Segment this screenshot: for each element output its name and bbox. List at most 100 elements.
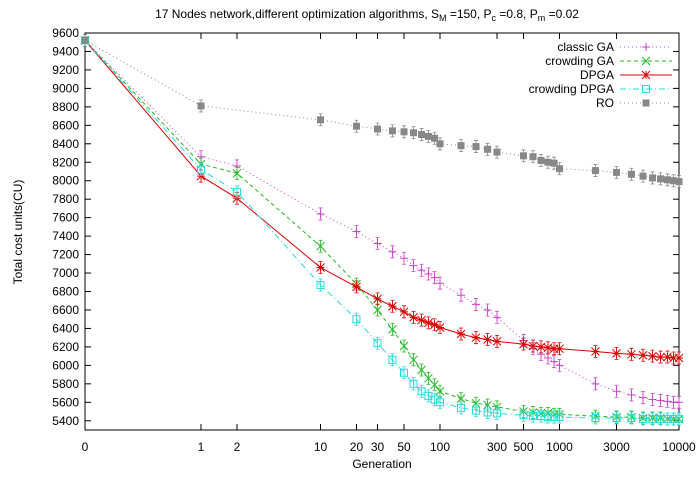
data-point	[612, 349, 621, 358]
y-tick-label: 8200	[52, 155, 79, 169]
data-point	[352, 282, 361, 292]
data-point	[456, 394, 466, 403]
data-point	[484, 145, 492, 153]
data-point	[612, 413, 621, 422]
data-point	[675, 398, 683, 407]
y-tick-label: 5600	[52, 395, 79, 409]
data-point	[675, 178, 683, 186]
y-tick-label: 6200	[52, 340, 79, 354]
y-tick-label: 6600	[52, 303, 79, 317]
x-tick-label: 1000	[546, 440, 573, 454]
data-point	[409, 261, 418, 270]
data-point	[670, 177, 678, 185]
legend-label-crowding-ga: crowding GA	[545, 54, 614, 68]
data-point	[232, 193, 242, 203]
data-point	[638, 350, 648, 360]
legend-label-dpga: DPGA	[580, 68, 614, 82]
plot-frame	[84, 32, 680, 431]
x-tick-label: 10	[314, 440, 328, 454]
data-point	[663, 176, 671, 184]
series-crowding-dpga	[81, 33, 683, 426]
data-point	[417, 131, 425, 139]
data-point	[316, 263, 325, 272]
data-point	[492, 337, 502, 346]
data-point	[520, 152, 528, 160]
data-point	[656, 352, 665, 362]
data-point	[528, 341, 538, 351]
legend-label-ro: RO	[596, 96, 614, 110]
data-point	[316, 241, 325, 251]
data-point	[471, 398, 481, 408]
data-point	[435, 323, 445, 332]
data-point	[591, 167, 599, 175]
data-point	[197, 102, 205, 110]
error-bar	[432, 393, 437, 406]
data-point	[373, 305, 382, 315]
data-point	[471, 333, 481, 343]
data-point	[656, 396, 665, 405]
series-layer	[80, 33, 684, 426]
data-point	[317, 116, 324, 124]
data-point	[493, 148, 501, 156]
x-tick-label: 3000	[603, 440, 630, 454]
y-tick-label: 5800	[52, 377, 79, 391]
data-point	[648, 351, 657, 361]
data-point	[627, 349, 636, 359]
data-point	[430, 320, 439, 330]
x-axis: 0 1 2 10 20 30 50 100 300 500 1000 3000 10000	[82, 33, 696, 454]
series-line-crowding-ga	[84, 40, 679, 420]
data-point	[457, 403, 466, 412]
data-point	[409, 355, 418, 365]
data-point	[316, 209, 325, 218]
y-tick-label: 6000	[52, 358, 79, 372]
data-point	[436, 279, 444, 288]
x-axis-title: Generation	[352, 457, 411, 471]
data-point	[528, 412, 537, 421]
data-point	[627, 390, 636, 399]
error-bar	[234, 185, 239, 199]
data-point	[544, 158, 552, 166]
data-point	[663, 352, 672, 362]
data-point	[648, 174, 656, 182]
data-point	[483, 335, 492, 344]
data-point	[232, 187, 241, 196]
title-sub-s: M	[439, 13, 447, 23]
y-tick-label: 6400	[52, 321, 79, 335]
data-point	[456, 329, 466, 339]
series-line-crowding-dpga	[84, 40, 679, 420]
legend-label-classic-ga: classic GA	[557, 40, 614, 54]
data-point	[424, 269, 433, 278]
data-point	[519, 339, 528, 349]
legend-label-crowding-dpga: crowding DPGA	[529, 82, 614, 96]
y-tick-label: 8400	[52, 137, 79, 151]
data-point	[555, 361, 564, 370]
data-point	[232, 168, 242, 178]
data-point	[536, 342, 546, 352]
series-dpga	[80, 33, 684, 365]
data-point	[424, 132, 432, 140]
title-prefix: 17 Nodes network,different optimization …	[155, 7, 439, 21]
legend-marker-dpga	[641, 70, 651, 80]
x-tick-label: 2	[234, 440, 241, 454]
legend-marker-crowding-dpga	[642, 85, 650, 93]
y-tick-label: 9200	[52, 63, 79, 77]
data-point	[669, 414, 678, 423]
y-tick-label: 8600	[52, 118, 79, 132]
data-point	[388, 325, 397, 334]
data-point	[493, 313, 502, 322]
data-point	[550, 159, 558, 167]
data-point	[550, 357, 559, 366]
data-point	[352, 122, 360, 130]
y-axis-title: Total cost units(CU)	[11, 180, 25, 285]
data-point	[537, 156, 545, 164]
title-sub-pm: m	[538, 13, 546, 23]
error-bar	[677, 412, 681, 426]
y-tick-label: 9400	[52, 44, 79, 58]
x-tick-label: 50	[397, 440, 411, 454]
data-point	[373, 239, 382, 248]
data-point	[417, 315, 426, 325]
data-point	[627, 170, 635, 178]
data-point	[591, 347, 600, 356]
